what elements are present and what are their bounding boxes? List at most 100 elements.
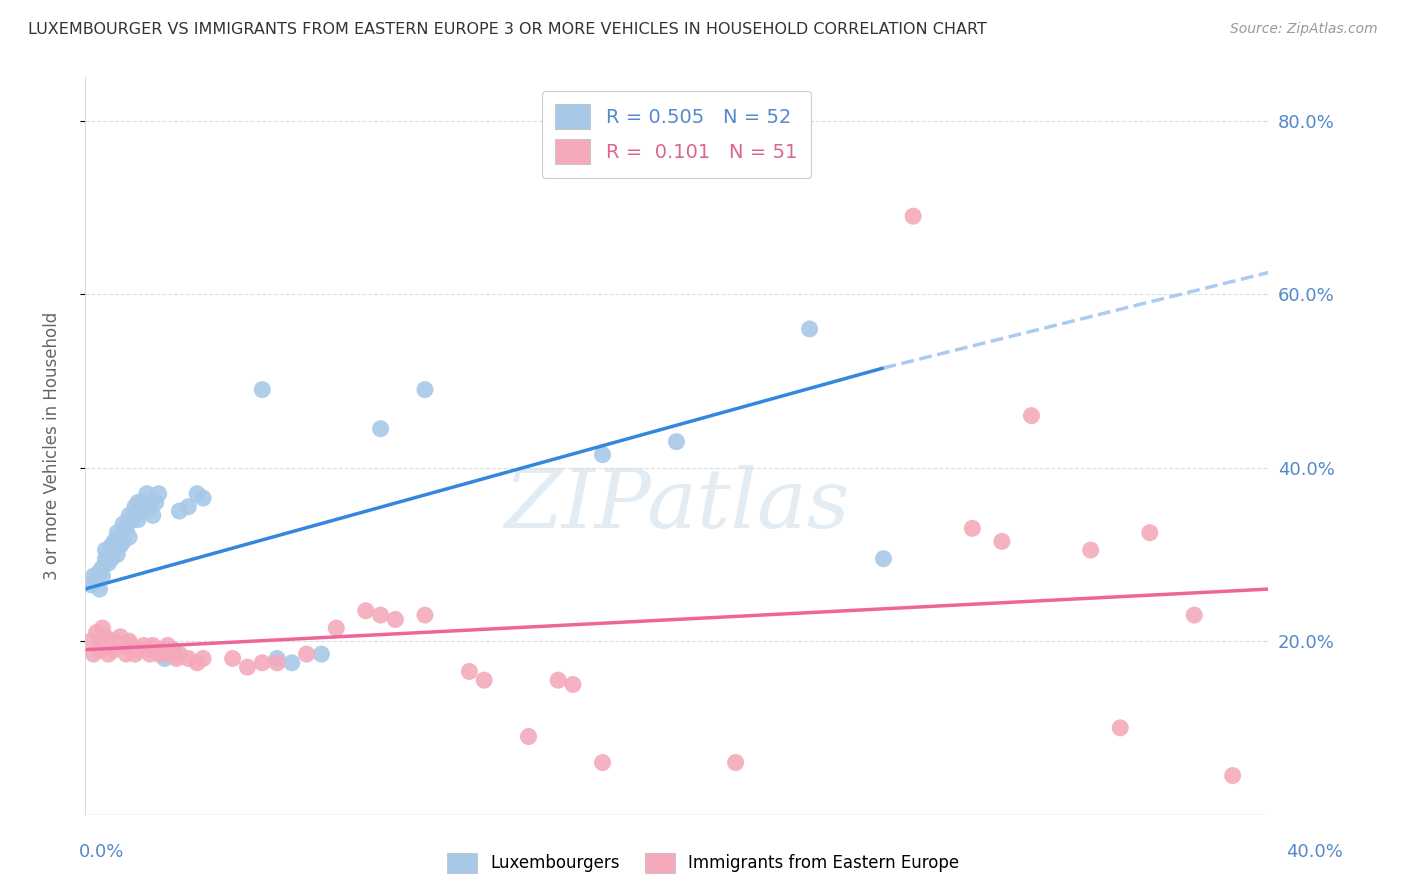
Point [413, 608, 436, 623]
Text: ZIPatlas: ZIPatlas [503, 465, 849, 545]
Point [413, 383, 436, 397]
Point [354, 604, 377, 618]
Point [89, 582, 111, 596]
Point [91, 560, 114, 574]
Point [156, 639, 179, 653]
Point [145, 495, 167, 509]
Text: LUXEMBOURGER VS IMMIGRANTS FROM EASTERN EUROPE 3 OR MORE VEHICLES IN HOUSEHOLD C: LUXEMBOURGER VS IMMIGRANTS FROM EASTERN … [28, 22, 987, 37]
Point [115, 521, 138, 535]
Point [901, 209, 924, 223]
Point [89, 642, 111, 657]
Point [100, 639, 122, 653]
Point [97, 556, 120, 570]
Point [252, 383, 274, 397]
Point [97, 647, 120, 661]
Point [458, 665, 481, 679]
Point [112, 516, 135, 531]
Point [79, 634, 101, 648]
Point [110, 630, 132, 644]
Point [169, 504, 191, 518]
Point [1021, 409, 1043, 423]
Point [962, 521, 984, 535]
Legend: Luxembourgers, Immigrants from Eastern Europe: Luxembourgers, Immigrants from Eastern E… [440, 847, 966, 880]
Point [561, 677, 583, 691]
Point [89, 565, 111, 579]
Point [103, 642, 125, 657]
Point [97, 548, 120, 562]
Point [724, 756, 747, 770]
Text: Source: ZipAtlas.com: Source: ZipAtlas.com [1230, 22, 1378, 37]
Point [186, 656, 208, 670]
Point [799, 322, 821, 336]
Point [124, 647, 146, 661]
Point [121, 513, 143, 527]
Point [1222, 768, 1244, 782]
Point [281, 656, 304, 670]
Point [150, 642, 173, 657]
Point [177, 651, 200, 665]
Point [97, 634, 120, 648]
Point [169, 647, 191, 661]
Point [148, 647, 170, 661]
Point [100, 539, 122, 553]
Point [1139, 525, 1161, 540]
Point [311, 647, 333, 661]
Point [665, 434, 688, 449]
Point [83, 569, 105, 583]
Point [132, 495, 155, 509]
Text: 0.0%: 0.0% [79, 843, 124, 861]
Point [517, 730, 540, 744]
Point [547, 673, 569, 687]
Point [592, 448, 614, 462]
Point [124, 500, 146, 514]
Point [325, 621, 347, 635]
Point [186, 486, 208, 500]
Point [89, 634, 111, 648]
Point [991, 534, 1014, 549]
Point [118, 634, 141, 648]
Point [118, 508, 141, 523]
Point [103, 634, 125, 648]
Point [86, 625, 108, 640]
Point [370, 608, 392, 623]
Point [139, 647, 162, 661]
Point [191, 651, 214, 665]
Point [1182, 608, 1205, 623]
Point [162, 642, 184, 657]
Point [295, 647, 318, 661]
Point [127, 495, 149, 509]
Point [472, 673, 495, 687]
Point [1080, 543, 1102, 558]
Point [156, 647, 179, 661]
Point [121, 639, 143, 653]
Point [91, 569, 114, 583]
Point [115, 647, 138, 661]
Y-axis label: 3 or more Vehicles in Household: 3 or more Vehicles in Household [44, 312, 60, 580]
Point [142, 508, 165, 523]
Point [94, 543, 117, 558]
Point [103, 534, 125, 549]
Point [100, 551, 122, 566]
Point [221, 651, 243, 665]
Point [132, 639, 155, 653]
Point [370, 422, 392, 436]
Point [83, 647, 105, 661]
Point [105, 639, 128, 653]
Point [135, 486, 157, 500]
Point [94, 551, 117, 566]
Point [384, 612, 406, 626]
Point [162, 647, 184, 661]
Point [91, 621, 114, 635]
Legend: R = 0.505   N = 52, R =  0.101   N = 51: R = 0.505 N = 52, R = 0.101 N = 51 [541, 91, 811, 178]
Point [112, 639, 135, 653]
Point [79, 578, 101, 592]
Point [135, 642, 157, 657]
Point [112, 534, 135, 549]
Point [148, 486, 170, 500]
Point [94, 639, 117, 653]
Point [191, 491, 214, 505]
Point [105, 548, 128, 562]
Point [1109, 721, 1132, 735]
Point [118, 530, 141, 544]
Point [103, 543, 125, 558]
